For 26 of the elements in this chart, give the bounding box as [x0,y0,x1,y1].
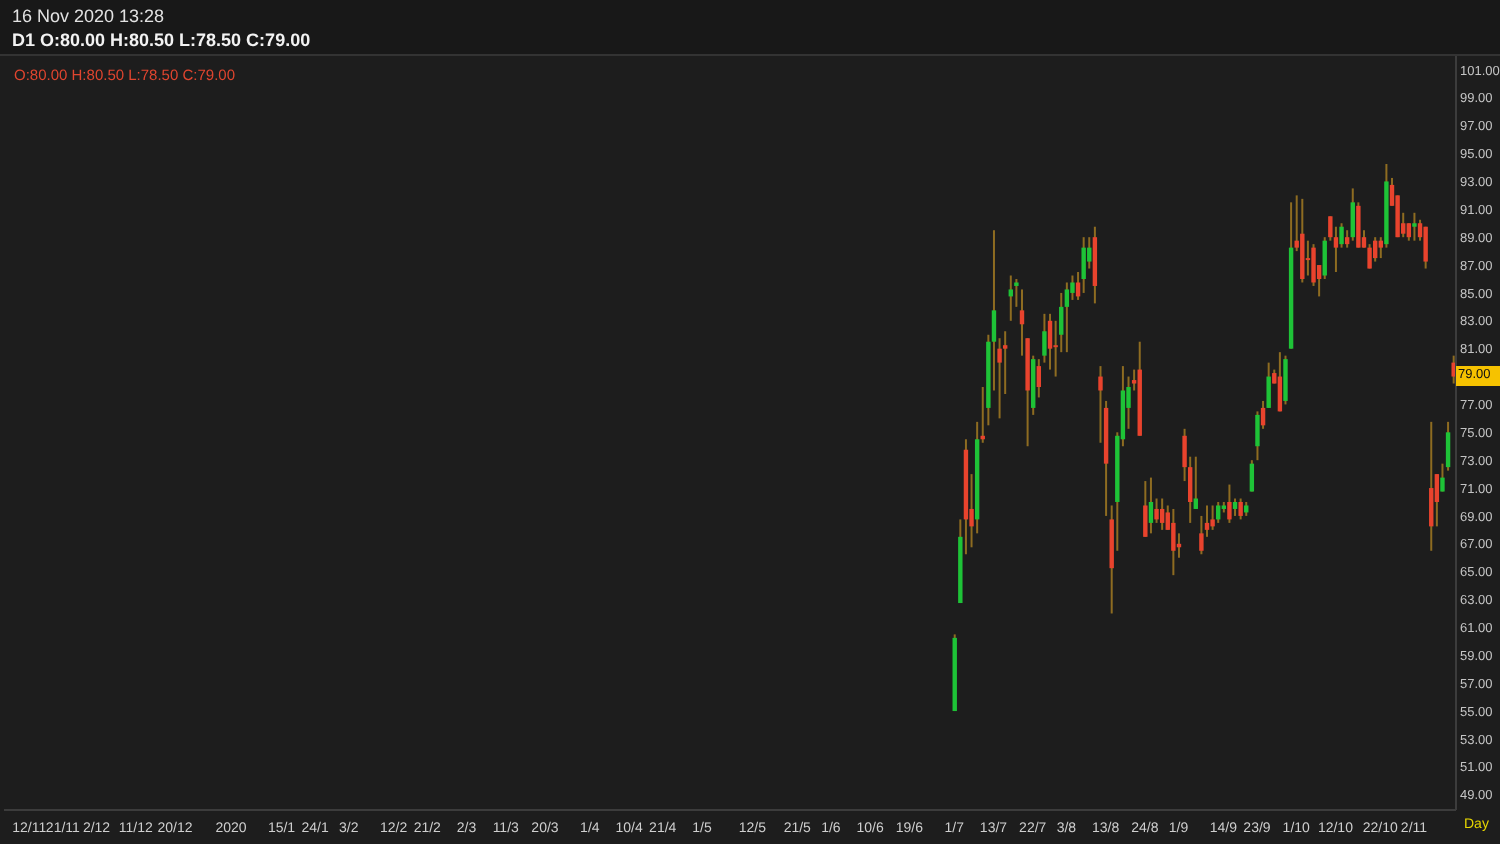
candlestick [1216,500,1221,524]
candlestick [1238,497,1243,521]
candlestick [1210,504,1215,531]
candlestick [1445,420,1451,472]
candlestick [1008,274,1013,322]
candlestick [1081,236,1086,294]
candlestick [1350,187,1355,242]
candlestick [1064,281,1070,354]
candlestick [1429,420,1434,552]
candlestick [1300,197,1305,284]
candlestick [1249,459,1255,493]
candlestick [1171,507,1176,577]
candlestick [1283,354,1288,406]
candlestick [1423,225,1428,270]
candlestick [1148,476,1154,535]
candlestick [1154,497,1159,524]
candlestick [1367,243,1372,270]
candlestick [1143,480,1148,538]
candlestick [1322,236,1327,280]
chart-subtitle: D1 O:80.00 H:80.50 L:78.50 C:79.00 [12,30,311,50]
candlestick [1227,483,1232,524]
candlestick [1451,354,1456,385]
candlestick [1412,211,1417,242]
candlestick [1047,312,1053,371]
chart-title: 16 Nov 2020 13:28 [12,6,165,26]
candlestick [1159,497,1165,531]
